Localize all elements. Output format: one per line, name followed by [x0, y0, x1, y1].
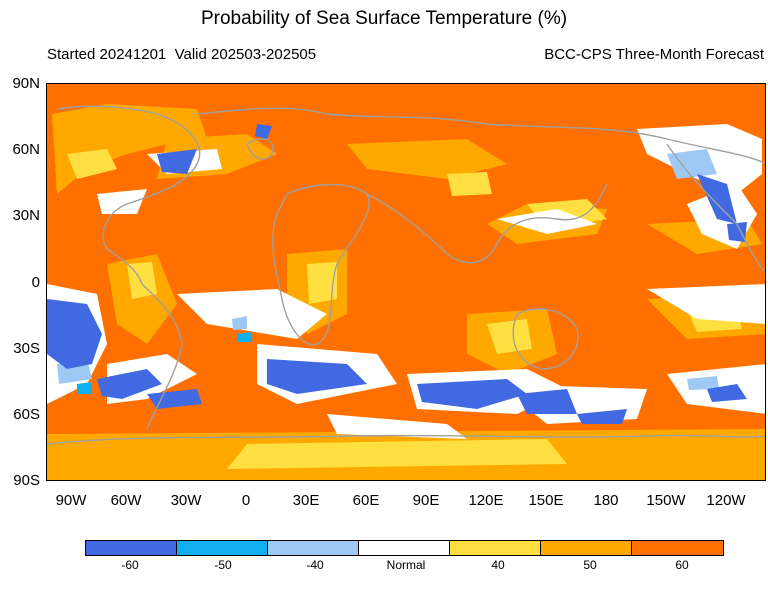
lon-label-180: 180: [593, 492, 619, 509]
coastlines: [47, 105, 765, 445]
lon-label-90e: 90E: [412, 492, 440, 509]
cool-strong-regions: [47, 124, 747, 424]
yellow-patches: [67, 149, 742, 469]
lat-label-30s: 30S: [13, 340, 40, 357]
lon-label-120w: 120W: [706, 492, 746, 509]
colorbar-box-40: [450, 541, 541, 555]
colorbar-label-normal: Normal: [386, 558, 426, 572]
lon-label-90w: 90W: [55, 492, 87, 509]
colorbar-label-50: 50: [583, 558, 597, 572]
lat-label-90n: 90N: [12, 75, 40, 92]
forecast-source: BCC-CPS Three-Month Forecast: [544, 46, 764, 63]
colorbar-box-60: [632, 541, 723, 555]
lat-label-90s: 90S: [13, 472, 40, 489]
sst-probability-map: [46, 83, 766, 481]
forecast-period: Started 20241201 Valid 202503-202505: [47, 46, 317, 63]
lat-label-60s: 60S: [13, 406, 40, 423]
colorbar-box-normal: [359, 541, 450, 555]
lat-label-30n: 30N: [12, 207, 40, 224]
colorbar-label-40: 40: [491, 558, 505, 572]
colorbar-box-50: [541, 541, 632, 555]
lat-label-60n: 60N: [12, 141, 40, 158]
colorbar-box-minus60: [86, 541, 177, 555]
colorbar: [85, 540, 724, 556]
colorbar-box-minus40: [268, 541, 359, 555]
lon-label-60w: 60W: [110, 492, 142, 509]
lon-label-60e: 60E: [352, 492, 380, 509]
colorbar-label-minus50: -50: [214, 558, 232, 572]
lon-label-150w: 150W: [646, 492, 686, 509]
colorbar-box-minus50: [177, 541, 268, 555]
lon-label-30w: 30W: [170, 492, 202, 509]
lon-label-30e: 30E: [292, 492, 320, 509]
lon-label-120e: 120E: [468, 492, 504, 509]
cool-mid-regions: [77, 332, 252, 394]
lon-label-0: 0: [241, 492, 251, 509]
colorbar-label-minus60: -60: [121, 558, 139, 572]
colorbar-label-minus40: -40: [306, 558, 324, 572]
map-canvas: [47, 84, 765, 480]
lat-label-equator: 0: [31, 274, 40, 291]
colorbar-label-60: 60: [675, 558, 689, 572]
map-title: Probability of Sea Surface Temperature (…: [200, 8, 568, 29]
lon-label-150e: 150E: [528, 492, 564, 509]
